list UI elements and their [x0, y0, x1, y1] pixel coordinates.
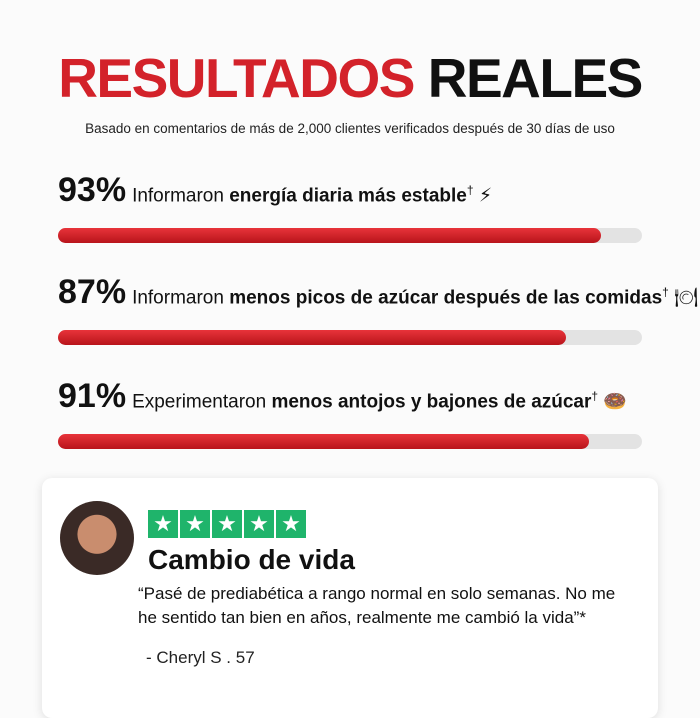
title-black: REALES: [427, 47, 644, 109]
bar-track: [58, 434, 642, 449]
title-red: RESULTADOS: [58, 47, 415, 109]
review-title: Cambio de vida: [148, 544, 355, 575]
stat-prefix: Experimentaron: [132, 391, 272, 413]
emoji: 🍽: [674, 287, 699, 309]
stat-text: 91% Experimentaron menos antojos y bajone…: [58, 376, 627, 422]
stat-percent: 87%: [58, 273, 127, 312]
star: ★: [276, 510, 306, 538]
stat-percent: 91%: [58, 377, 127, 416]
bar-fill: [58, 434, 590, 449]
stat-bold: menos picos de azúcar después de las com…: [229, 287, 663, 309]
dagger: †: [662, 285, 669, 299]
star: ★: [212, 510, 242, 538]
bar-track: [58, 228, 642, 243]
emoji: ⚡: [478, 185, 493, 207]
review-card: ★ ★ ★ ★ ★ Cambio de vida “Pasé de prediabéti…: [42, 478, 658, 718]
emoji: 🍩: [603, 391, 628, 413]
stars: ★ ★ ★ ★ ★: [148, 510, 306, 538]
stat-prefix: Informaron: [132, 185, 230, 207]
stat-percent: 93%: [58, 171, 127, 210]
stat-bold: menos antojos y bajones de azúcar: [271, 391, 592, 413]
stat-text: 87% Informaron menos picos de azúcar desp…: [58, 272, 698, 318]
page: RESULTADOS REALES Basado en comentarios …: [0, 48, 700, 667]
avatar: [60, 501, 134, 575]
star: ★: [148, 510, 178, 538]
quote-line: he sentido tan bien en años, realmente m…: [138, 608, 586, 627]
bar-fill: [58, 330, 567, 345]
title: RESULTADOS REALES: [0, 48, 700, 108]
bar-track: [58, 330, 642, 345]
quote-line: “Pasé de prediabética a rango normal en …: [138, 584, 616, 603]
bar-fill: [58, 228, 602, 243]
subtitle: Basado en comentarios de más de 2,000 cl…: [85, 121, 615, 136]
author: - Cheryl S . 57: [146, 648, 255, 667]
dagger: †: [591, 389, 599, 403]
dagger: †: [466, 183, 474, 197]
stat-prefix: Informaron: [132, 287, 230, 309]
star: ★: [180, 510, 210, 538]
stat-bold: energía diaria más estable: [229, 185, 467, 207]
stat-text: 93% Informaron energía diaria más estable…: [58, 170, 492, 216]
star: ★: [244, 510, 274, 538]
